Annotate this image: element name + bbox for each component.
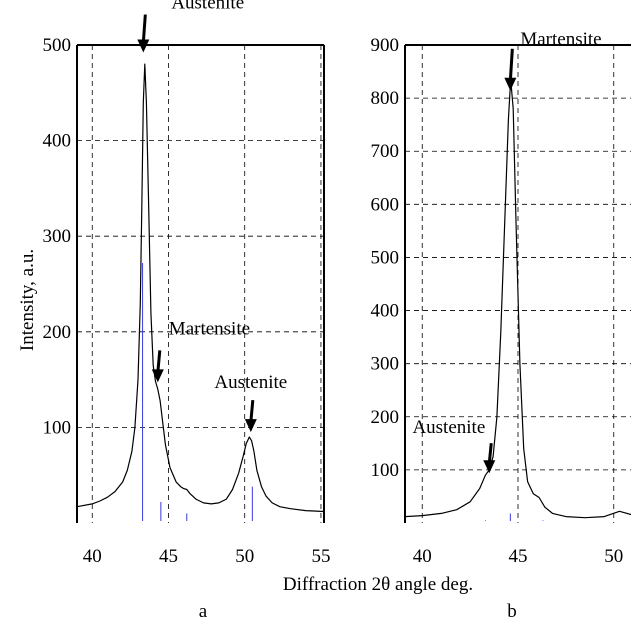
annotation-arrowhead — [151, 369, 164, 383]
annotation-arrowhead — [244, 419, 257, 433]
y-tick-label: 500 — [371, 247, 400, 268]
y-tick-label: 300 — [371, 354, 400, 375]
x-tick-label: 40 — [83, 546, 102, 567]
panel-a-label: a — [199, 601, 208, 621]
panel-b: 100 200 300 400 500 600 700 800 900 40 45 50 Martens… — [371, 29, 631, 567]
diffraction-curve — [404, 78, 631, 519]
x-tick-label: 45 — [159, 546, 178, 567]
x-tick-label: 50 — [235, 546, 254, 567]
y-tick-label: 300 — [43, 226, 72, 247]
panel-b-label: b — [507, 601, 517, 621]
diffraction-curve — [76, 63, 325, 513]
x-tick-label: 50 — [604, 546, 623, 567]
annotation-arrow — [249, 399, 255, 423]
y-tick-label: 200 — [43, 322, 72, 343]
panel-a: 100 200 300 400 500 40 45 50 55 Austenite Martensi… — [43, 0, 331, 567]
y-tick-label: 200 — [371, 407, 400, 428]
annotation-arrowhead — [483, 460, 496, 474]
annotation-arrowhead — [504, 77, 517, 91]
x-tick-label: 45 — [509, 546, 528, 567]
x-tick-label: 40 — [413, 546, 432, 567]
annotation-arrow — [487, 443, 493, 464]
y-axis-label: Intensity, a.u. — [17, 249, 38, 351]
y-tick-label: 900 — [371, 35, 400, 56]
annotation-arrow — [508, 48, 514, 81]
y-tick-label: 100 — [371, 460, 400, 481]
annotation-arrow — [141, 14, 147, 43]
y-tick-label: 400 — [43, 131, 72, 152]
y-tick-label: 800 — [371, 88, 400, 109]
peak-annotation: Austenite — [412, 417, 485, 438]
y-tick-label: 500 — [43, 35, 72, 56]
annotation-arrowhead — [137, 39, 150, 53]
x-axis-label: Diffraction 2θ angle deg. — [283, 574, 473, 595]
y-tick-label: 600 — [371, 194, 400, 215]
annotation-arrow — [156, 350, 162, 373]
y-tick-label: 400 — [371, 301, 400, 322]
peak-annotation: Martensite — [520, 29, 601, 50]
y-tick-label: 700 — [371, 141, 400, 162]
y-tick-label: 100 — [43, 417, 72, 438]
x-tick-label: 55 — [311, 546, 330, 567]
peak-annotation: Austenite — [171, 0, 244, 14]
peak-annotation: Martensite — [169, 318, 250, 339]
peak-annotation: Austenite — [214, 372, 287, 393]
